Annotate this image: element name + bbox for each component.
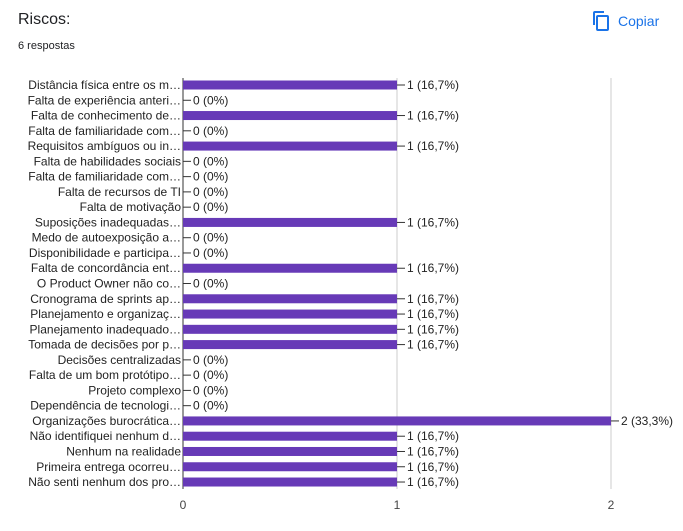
value-label: 1 (16,7%): [407, 109, 459, 123]
category-label: Dependência de tecnologi…: [30, 399, 181, 413]
value-label: 0 (0%): [193, 124, 228, 138]
value-label: 1 (16,7%): [407, 460, 459, 474]
bar: [183, 111, 397, 121]
value-label: 0 (0%): [193, 231, 228, 245]
copy-icon: [592, 11, 610, 31]
bar: [183, 80, 397, 90]
value-label: 0 (0%): [193, 170, 228, 184]
value-label: 2 (33,3%): [621, 414, 673, 428]
value-label: 1 (16,7%): [407, 338, 459, 352]
category-label: Nenhum na realidade: [66, 444, 181, 458]
category-label: Primeira entrega ocorreu…: [36, 460, 181, 474]
bar: [183, 462, 397, 472]
category-label: Disponibilidade e participa…: [29, 246, 181, 260]
value-label: 0 (0%): [193, 399, 228, 413]
response-count: 6 respostas: [18, 40, 75, 52]
category-label: O Product Owner não co…: [37, 277, 181, 291]
value-label: 1 (16,7%): [407, 78, 459, 92]
category-label: Requisitos ambíguos ou in…: [28, 139, 181, 153]
value-label: 0 (0%): [193, 383, 228, 397]
bar: [183, 340, 397, 350]
copy-button-label: Copiar: [618, 13, 660, 29]
bar: [183, 431, 397, 441]
value-label: 0 (0%): [193, 154, 228, 168]
category-label: Não identifiquei nenhum d…: [30, 429, 181, 443]
bar: [183, 324, 397, 334]
category-label: Planejamento e organizaç…: [30, 307, 181, 321]
x-tick-label: 1: [394, 498, 401, 512]
value-label: 1 (16,7%): [407, 444, 459, 458]
category-label: Falta de habilidades sociais: [34, 154, 181, 168]
category-label: Tomada de decisões por p…: [28, 338, 181, 352]
category-label: Projeto complexo: [88, 383, 181, 397]
category-label: Medo de autoexposição a…: [32, 231, 181, 245]
bar: [183, 416, 611, 426]
value-label: 1 (16,7%): [407, 322, 459, 336]
category-label: Cronograma de sprints ap…: [30, 292, 181, 306]
value-label: 0 (0%): [193, 368, 228, 382]
value-label: 0 (0%): [193, 246, 228, 260]
category-label: Falta de experiência anteri…: [28, 93, 181, 107]
category-label: Falta de familiaridade com…: [28, 124, 181, 138]
copy-button[interactable]: Copiar: [592, 8, 659, 34]
value-label: 0 (0%): [193, 93, 228, 107]
value-label: 0 (0%): [193, 353, 228, 367]
value-label: 0 (0%): [193, 277, 228, 291]
x-tick-label: 0: [180, 498, 187, 512]
category-label: Suposições inadequadas…: [35, 215, 181, 229]
value-label: 0 (0%): [193, 185, 228, 199]
value-label: 1 (16,7%): [407, 292, 459, 306]
value-label: 1 (16,7%): [407, 261, 459, 275]
value-label: 1 (16,7%): [407, 307, 459, 321]
value-label: 1 (16,7%): [407, 139, 459, 153]
category-label: Falta de recursos de TI: [58, 185, 181, 199]
bar: [183, 294, 397, 304]
category-label: Falta de um bom protótipo…: [29, 368, 181, 382]
category-label: Falta de familiaridade com…: [28, 170, 181, 184]
bar: [183, 217, 397, 227]
category-label: Falta de conhecimento de…: [31, 109, 181, 123]
category-label: Falta de motivação: [80, 200, 182, 214]
bar: [183, 446, 397, 456]
category-label: Distância física entre os m…: [28, 78, 181, 92]
category-label: Organizações burocrática…: [32, 414, 181, 428]
bar: [183, 263, 397, 273]
value-label: 1 (16,7%): [407, 475, 459, 489]
question-title: Riscos:: [18, 11, 71, 28]
category-label: Decisões centralizadas: [58, 353, 181, 367]
value-label: 1 (16,7%): [407, 215, 459, 229]
category-label: Falta de concordância ent…: [31, 261, 181, 275]
bar: [183, 477, 397, 487]
category-label: Não senti nenhum dos pro…: [28, 475, 181, 489]
value-label: 1 (16,7%): [407, 429, 459, 443]
bar: [183, 309, 397, 319]
category-label: Planejamento inadequado…: [30, 322, 181, 336]
bar: [183, 141, 397, 151]
x-tick-label: 2: [608, 498, 615, 512]
value-label: 0 (0%): [193, 200, 228, 214]
